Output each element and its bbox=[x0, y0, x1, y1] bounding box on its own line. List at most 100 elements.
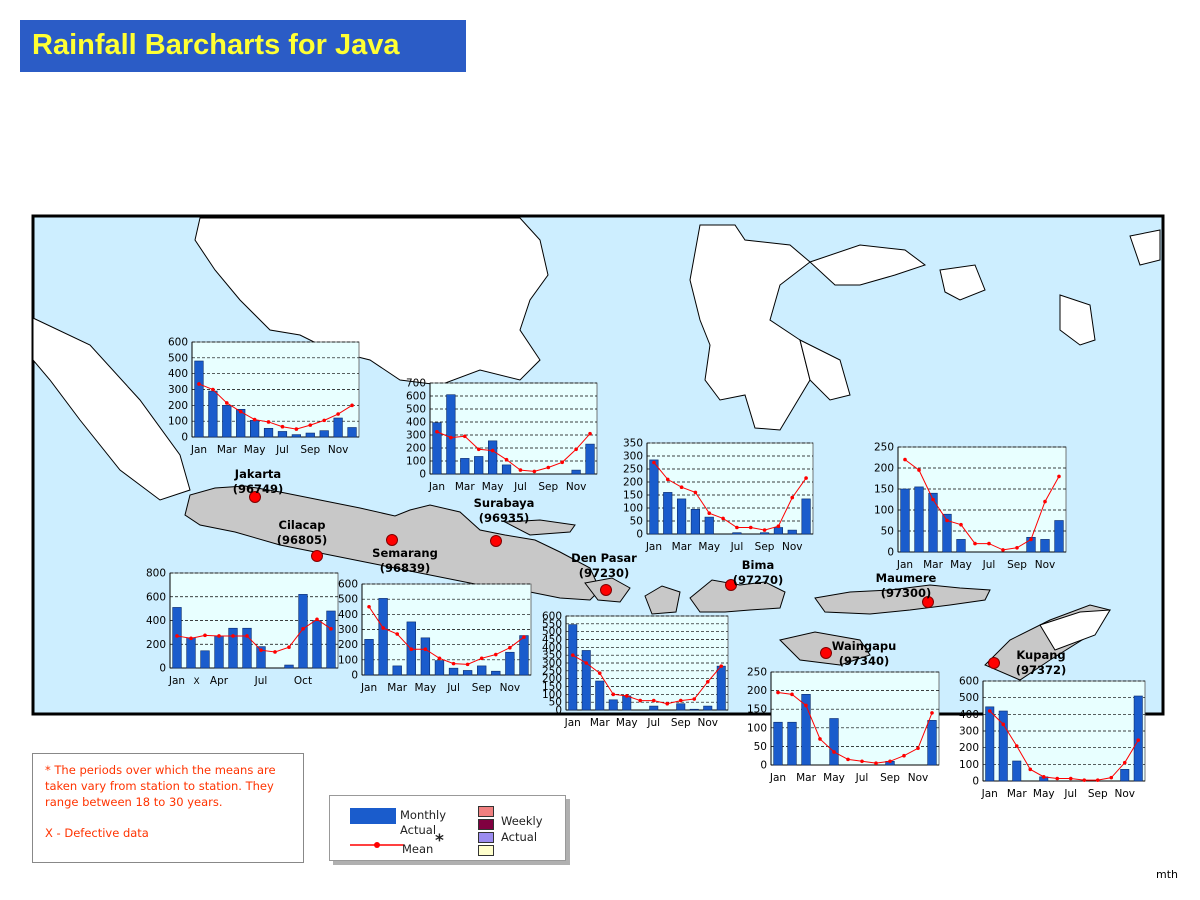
station-marker-den-pasar[interactable] bbox=[600, 584, 612, 596]
bar bbox=[787, 721, 797, 766]
bar bbox=[291, 434, 301, 438]
y-tick-label: 350 bbox=[542, 650, 562, 662]
mean-point bbox=[175, 634, 179, 638]
bar bbox=[446, 394, 456, 475]
station-id: (97230) bbox=[578, 566, 630, 580]
x-tick-label: Jul bbox=[275, 444, 289, 456]
station-marker-cilacap[interactable] bbox=[311, 550, 323, 562]
sulawesi-north-arm bbox=[809, 244, 927, 286]
mean-point bbox=[665, 477, 670, 482]
station-name: Bima bbox=[741, 558, 775, 572]
station-id: (97372) bbox=[1015, 663, 1067, 677]
mean-point bbox=[707, 511, 712, 515]
mean-point bbox=[597, 671, 602, 675]
bar bbox=[298, 594, 308, 669]
bar bbox=[928, 492, 938, 553]
mean-point bbox=[679, 485, 684, 490]
station-marker-maumere[interactable] bbox=[922, 596, 934, 608]
bar bbox=[663, 492, 673, 535]
mean-point bbox=[1028, 767, 1033, 772]
x-tick-label: Jul bbox=[982, 559, 996, 571]
mean-line bbox=[198, 383, 353, 430]
x-tick-label: Nov bbox=[1035, 559, 1056, 571]
bar bbox=[364, 639, 374, 676]
plot-area bbox=[770, 671, 940, 766]
mean-point bbox=[570, 653, 575, 657]
station-marker-waingapu[interactable] bbox=[820, 647, 832, 659]
weekly-swatch-3 bbox=[478, 832, 494, 843]
mean-point bbox=[259, 648, 263, 652]
flores-island bbox=[814, 584, 991, 615]
bar bbox=[222, 405, 232, 438]
x-tick-label: Sep bbox=[538, 481, 558, 493]
station-id: (97300) bbox=[880, 586, 932, 600]
y-tick-label: 100 bbox=[168, 416, 188, 428]
plot-area bbox=[429, 382, 598, 475]
mean-point bbox=[860, 759, 864, 764]
mean-point bbox=[916, 746, 920, 751]
mean-point bbox=[930, 711, 934, 715]
x-tick-label: Mar bbox=[217, 444, 237, 456]
mean-point bbox=[476, 447, 481, 452]
bar bbox=[186, 637, 196, 669]
station-label-surabaya: Surabaya (96935) bbox=[474, 496, 535, 526]
mean-point bbox=[252, 417, 257, 422]
bar bbox=[571, 469, 581, 475]
x-tick-label: Jul bbox=[1063, 788, 1077, 800]
mean-point bbox=[818, 737, 822, 741]
y-tick-label: 200 bbox=[959, 742, 979, 754]
station-marker-bima[interactable] bbox=[725, 579, 737, 591]
bar bbox=[277, 431, 288, 438]
x-tick-label: Sep bbox=[671, 717, 691, 729]
chart-semarang: 0 100 200 300 400 500 600 Jan Mar May Jul Sep Nov bbox=[338, 579, 532, 694]
station-id: (96935) bbox=[478, 511, 530, 525]
mean-point bbox=[1015, 546, 1019, 550]
y-tick-label: 200 bbox=[406, 443, 426, 455]
station-marker-surabaya[interactable] bbox=[490, 535, 502, 547]
mean-point bbox=[508, 645, 512, 650]
x-tick-label: Nov bbox=[500, 682, 521, 694]
legend-mean: Mean bbox=[402, 842, 434, 856]
y-tick-label: 100 bbox=[542, 689, 562, 701]
bar bbox=[773, 527, 784, 535]
bar bbox=[200, 650, 210, 669]
mean-point bbox=[451, 661, 456, 666]
x-tick-label: Jul bbox=[254, 675, 268, 687]
station-marker-jakarta[interactable] bbox=[249, 491, 261, 503]
mean-point bbox=[301, 627, 305, 631]
bar bbox=[649, 459, 659, 535]
y-tick-label: 500 bbox=[168, 352, 188, 364]
mean-point bbox=[522, 635, 526, 639]
mean-point bbox=[1029, 537, 1033, 542]
y-tick-label: 0 bbox=[419, 469, 426, 481]
bar bbox=[985, 706, 995, 782]
bar bbox=[716, 665, 726, 711]
new-guinea-edge bbox=[1129, 229, 1161, 266]
station-marker-semarang[interactable] bbox=[386, 534, 398, 546]
bar bbox=[732, 532, 742, 535]
y-tick-label: 200 bbox=[623, 477, 643, 489]
bar bbox=[378, 598, 388, 676]
x-tick-label: Nov bbox=[908, 772, 929, 784]
x-tick-label: Sep bbox=[300, 444, 320, 456]
x-tick-label: Jan bbox=[981, 788, 998, 800]
bar bbox=[214, 635, 224, 669]
x-tick-label: Sep bbox=[472, 682, 492, 694]
y-tick-label: 250 bbox=[623, 464, 643, 476]
station-label-bima: Bima (97270) bbox=[733, 558, 784, 588]
legend-weekly-actual: Actual bbox=[501, 830, 538, 844]
y-tick-label: 0 bbox=[159, 663, 166, 675]
y-tick-label: 250 bbox=[874, 442, 894, 454]
y-tick-label: 400 bbox=[168, 368, 188, 380]
legend-asterisk: * bbox=[435, 831, 444, 851]
mean-point bbox=[560, 460, 565, 465]
y-tick-label: 500 bbox=[338, 594, 358, 606]
station-marker-kupang[interactable] bbox=[988, 657, 1000, 669]
x-tick-label: Sep bbox=[755, 541, 775, 553]
mean-point bbox=[189, 636, 193, 641]
y-tick-label: 350 bbox=[623, 438, 643, 450]
y-tick-label: 800 bbox=[146, 568, 166, 580]
mean-point bbox=[776, 524, 781, 528]
bar bbox=[956, 539, 966, 553]
